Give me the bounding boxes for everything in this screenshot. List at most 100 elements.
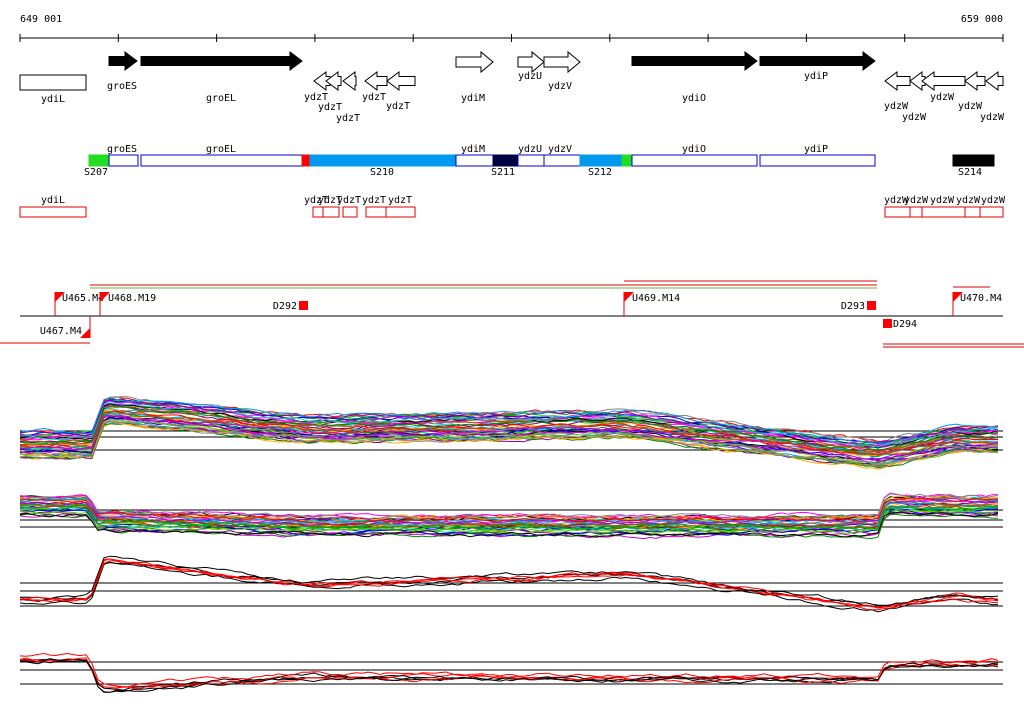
gene-arrow: [313, 71, 331, 91]
red-box: [979, 206, 1004, 218]
marker-label: U470.M4: [960, 293, 1002, 304]
expression-profile: [19, 410, 999, 457]
flag: [100, 292, 110, 302]
segment: [455, 154, 494, 167]
gene-label: ydiO: [682, 93, 706, 104]
expression-profile: [19, 408, 998, 457]
marker-square: [883, 319, 892, 328]
segment: [108, 154, 139, 167]
segment: [301, 154, 311, 167]
expression-profile: [19, 402, 999, 448]
gene-label: ydzT: [386, 101, 410, 112]
gene-label: groES: [107, 81, 137, 92]
gene-label: ydzT: [336, 113, 360, 124]
expression-profile: [19, 420, 999, 466]
gene-label: ydzW: [930, 92, 955, 103]
red-track-label: ydzT: [337, 195, 361, 206]
expression-profile: [19, 404, 999, 447]
marker-lines: [0, 280, 1024, 348]
segment: [88, 154, 110, 167]
red-box: [909, 206, 923, 218]
gene-arrow: [884, 71, 911, 91]
segment-gene-label: ydzV: [548, 144, 572, 155]
red-track-label: ydzT: [362, 195, 386, 206]
segment: [543, 154, 581, 167]
gene-arrow: [364, 71, 388, 91]
gene-arrow: [342, 71, 357, 91]
gene-arrow: [964, 71, 986, 91]
marker-label: D292: [273, 301, 297, 312]
gene-label: ydzW: [958, 101, 983, 112]
red-box: [964, 206, 981, 218]
expression-profile: [19, 657, 999, 690]
red-box: [312, 206, 324, 218]
gene-label: ydzT: [318, 102, 342, 113]
red-track-label: ydzW: [884, 195, 909, 206]
flag: [80, 328, 90, 338]
red-box: [322, 206, 340, 218]
gene-label: ydzU: [518, 71, 542, 82]
red-box: [921, 206, 966, 218]
marker-square: [299, 301, 308, 310]
expression-profile: [19, 562, 999, 613]
expression-profile: [19, 495, 999, 523]
gene-arrow: [921, 71, 966, 91]
flag: [55, 292, 65, 302]
segment: [579, 154, 623, 167]
gene-label: ydzT: [304, 92, 328, 103]
flag: [624, 292, 634, 302]
segment-label: S214: [958, 167, 982, 178]
gene-arrow: [108, 51, 138, 71]
segment: [492, 154, 519, 167]
marker-label: D293: [841, 301, 865, 312]
red-track-label: ydzT: [388, 195, 412, 206]
marker-label: D294: [893, 319, 917, 330]
gene-label: ydiP: [804, 71, 828, 82]
gene-arrow: [985, 71, 1004, 91]
red-track-label: ydzT: [304, 195, 328, 206]
segment: [517, 154, 545, 167]
flag: [953, 292, 963, 302]
red-track-label: ydzW: [981, 195, 1006, 206]
marker-label: U465.M4: [62, 293, 104, 304]
expression-profile: [19, 493, 999, 520]
expression-profile: [19, 555, 999, 606]
red-track-label: ydiL: [41, 195, 65, 206]
expression-profile: [19, 414, 999, 461]
gene-label: ydzW: [902, 112, 927, 123]
ruler-start: 649 001: [20, 14, 62, 25]
gene-arrow: [19, 74, 87, 91]
gene-label: ydzT: [362, 92, 386, 103]
expression-profile: [19, 560, 999, 611]
segment-gene-label: ydzU: [518, 144, 542, 155]
marker-label: U469.M14: [632, 293, 680, 304]
expression-profile: [19, 511, 999, 538]
gene-arrow: [455, 50, 494, 74]
red-track-label: ydzW: [956, 195, 981, 206]
red-track-label: ydzW: [930, 195, 955, 206]
expression-profile: [19, 497, 999, 526]
segment-gene-label: ydiO: [682, 144, 706, 155]
gene-arrow: [543, 50, 581, 74]
expression-profile: [20, 506, 999, 532]
segment: [952, 154, 995, 167]
marker-label: U467.M4: [40, 326, 82, 337]
gene-arrow: [517, 50, 545, 74]
red-box: [884, 206, 911, 218]
expression-profile: [20, 659, 999, 693]
gene-label: ydiL: [41, 94, 65, 105]
segment-gene-label: groES: [107, 144, 137, 155]
gene-label: ydzW: [980, 112, 1005, 123]
red-box: [385, 206, 416, 218]
segment-gene-label: ydiM: [461, 144, 485, 155]
expression-profile: [19, 504, 999, 531]
segment-gene-label: ydiP: [804, 144, 828, 155]
expression-profile: [19, 652, 999, 688]
gene-label: ydzW: [884, 101, 909, 112]
segment: [759, 154, 876, 167]
red-box: [19, 206, 87, 218]
expression-profile: [19, 412, 999, 455]
marker-square: [867, 301, 876, 310]
